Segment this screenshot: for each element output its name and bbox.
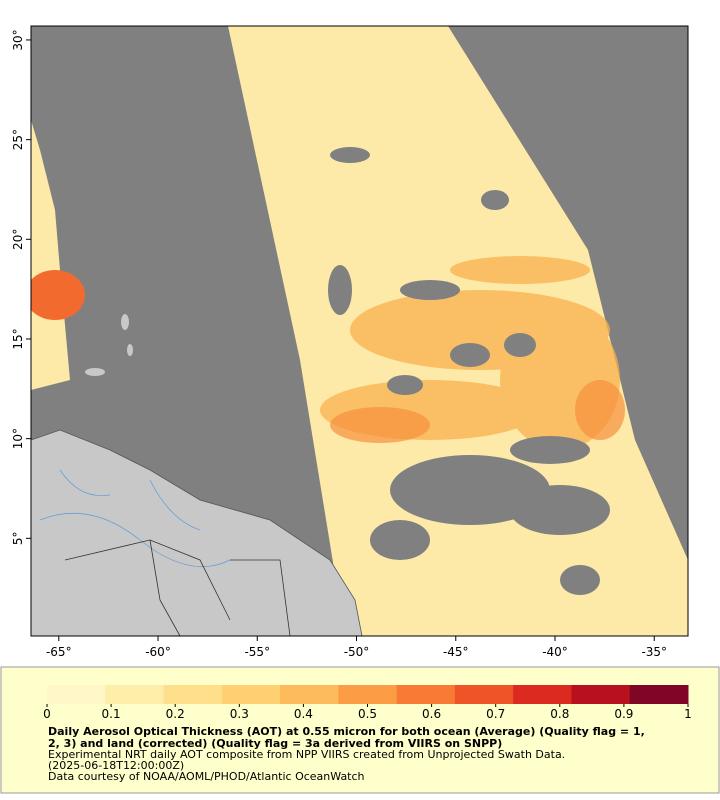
- colorbar-tick-label: 0.6: [422, 707, 441, 721]
- colorbar-swatch: [47, 685, 106, 704]
- y-tick-label: 15°: [11, 328, 25, 349]
- colorbar-tick-label: 0.2: [166, 707, 185, 721]
- x-tick-label: -40°: [542, 645, 568, 659]
- colorbar-swatch: [105, 685, 165, 704]
- colorbar-swatch: [454, 685, 514, 704]
- x-tick-label: -35°: [641, 645, 667, 659]
- colorbar-swatch: [221, 685, 281, 704]
- colorbar: 0 0.1 0.2 0.3 0.4 0.5 0.6 0.7 0.8 0.9 1: [43, 685, 692, 721]
- swath-left: [31, 120, 70, 390]
- islands: [85, 314, 133, 376]
- colorbar-tick-label: 0.5: [358, 707, 377, 721]
- colorbar-tick-label: 0.9: [614, 707, 633, 721]
- x-tick-label: -45°: [443, 645, 469, 659]
- colorbar-swatch: [280, 685, 339, 704]
- legend-text: (2025-06-18T12:00:00Z): [48, 759, 184, 772]
- map-area: [31, 26, 688, 636]
- colorbar-swatch: [513, 685, 572, 704]
- legend-title: Daily Aerosol Optical Thickness (AOT) at…: [48, 725, 645, 738]
- aerosol-caribbean: [31, 270, 85, 320]
- y-tick-label: 5°: [11, 531, 25, 545]
- colorbar-tick-label: 0.1: [102, 707, 121, 721]
- colorbar-tick-label: 0.8: [550, 707, 569, 721]
- colorbar-tick-label: 0: [43, 707, 51, 721]
- x-tick-label: -65°: [46, 645, 72, 659]
- x-tick-label: -55°: [244, 645, 270, 659]
- x-tick-label: -60°: [145, 645, 171, 659]
- aerosol-core: [330, 380, 625, 443]
- data-gaps: [328, 147, 610, 595]
- legend-text: Experimental NRT daily AOT composite fro…: [48, 748, 565, 761]
- colorbar-swatch: [396, 685, 456, 704]
- colorbar-tick-label: 0.3: [230, 707, 249, 721]
- legend-text: Data courtesy of NOAA/AOML/PHOD/Atlantic…: [48, 770, 365, 783]
- colorbar-swatch: [163, 685, 223, 704]
- y-tick-label: 30°: [11, 29, 25, 50]
- colorbar-tick-label: 0.7: [486, 707, 505, 721]
- legend-title: 2, 3) and land (corrected) (Quality flag…: [48, 737, 502, 750]
- colorbar-tick-label: 0.4: [294, 707, 313, 721]
- x-tick-label: -50°: [344, 645, 370, 659]
- colorbar-tick-label: 1: [684, 707, 692, 721]
- borders: [64, 539, 291, 636]
- colorbar-swatch: [338, 685, 398, 704]
- y-tick-label: 25°: [11, 129, 25, 150]
- colorbar-swatch: [629, 685, 689, 704]
- y-tick-label: 10°: [11, 428, 25, 449]
- rivers: [39, 469, 231, 568]
- plot-frame: [30, 25, 689, 637]
- y-tick-label: 20°: [11, 229, 25, 250]
- land: [31, 429, 363, 636]
- colorbar-swatch: [571, 685, 631, 704]
